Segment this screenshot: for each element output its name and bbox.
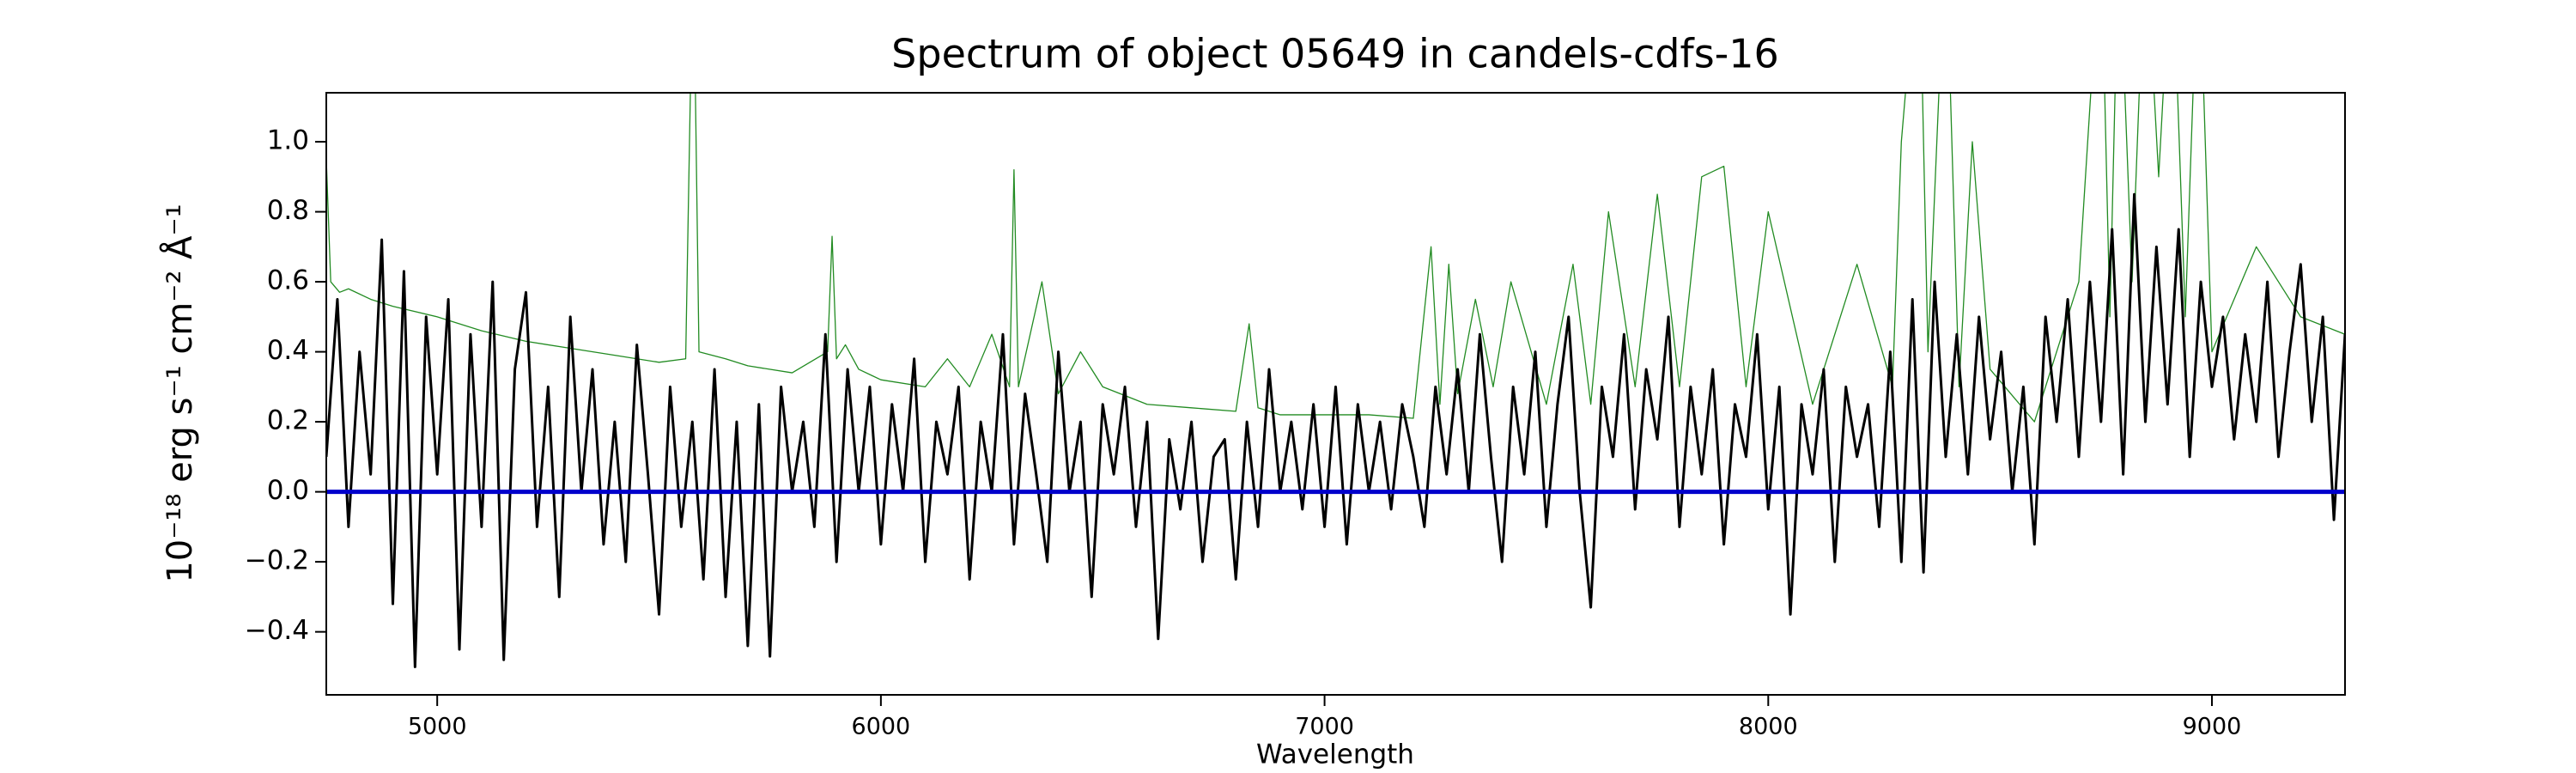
x-tick-label: 6000 <box>852 714 911 740</box>
y-tick-label: 1.0 <box>267 125 309 156</box>
y-tick-label: 0.0 <box>267 475 309 506</box>
axes-frame <box>325 92 2346 696</box>
y-tick-label: 0.2 <box>267 405 309 436</box>
x-tick-label: 5000 <box>408 714 467 740</box>
y-tick-label: 0.6 <box>267 265 309 296</box>
spectrum-line <box>326 192 2345 668</box>
x-axis-label: Wavelength <box>1256 740 1414 770</box>
y-tick-label: 0.4 <box>267 335 309 366</box>
spectrum-line <box>326 93 2345 423</box>
plot-area <box>326 93 2345 668</box>
x-tick-label: 9000 <box>2183 714 2242 740</box>
x-tick-label: 7000 <box>1295 714 1354 740</box>
y-tick-label: 0.8 <box>267 195 309 226</box>
y-axis-label: 10⁻¹⁸ erg s⁻¹ cm⁻² Å⁻¹ <box>159 204 200 582</box>
x-tick-label: 8000 <box>1739 714 1798 740</box>
chart-title: Spectrum of object 05649 in candels-cdfs… <box>891 31 1779 77</box>
y-tick-label: −0.2 <box>245 545 309 576</box>
y-tick-label: −0.4 <box>245 615 309 646</box>
